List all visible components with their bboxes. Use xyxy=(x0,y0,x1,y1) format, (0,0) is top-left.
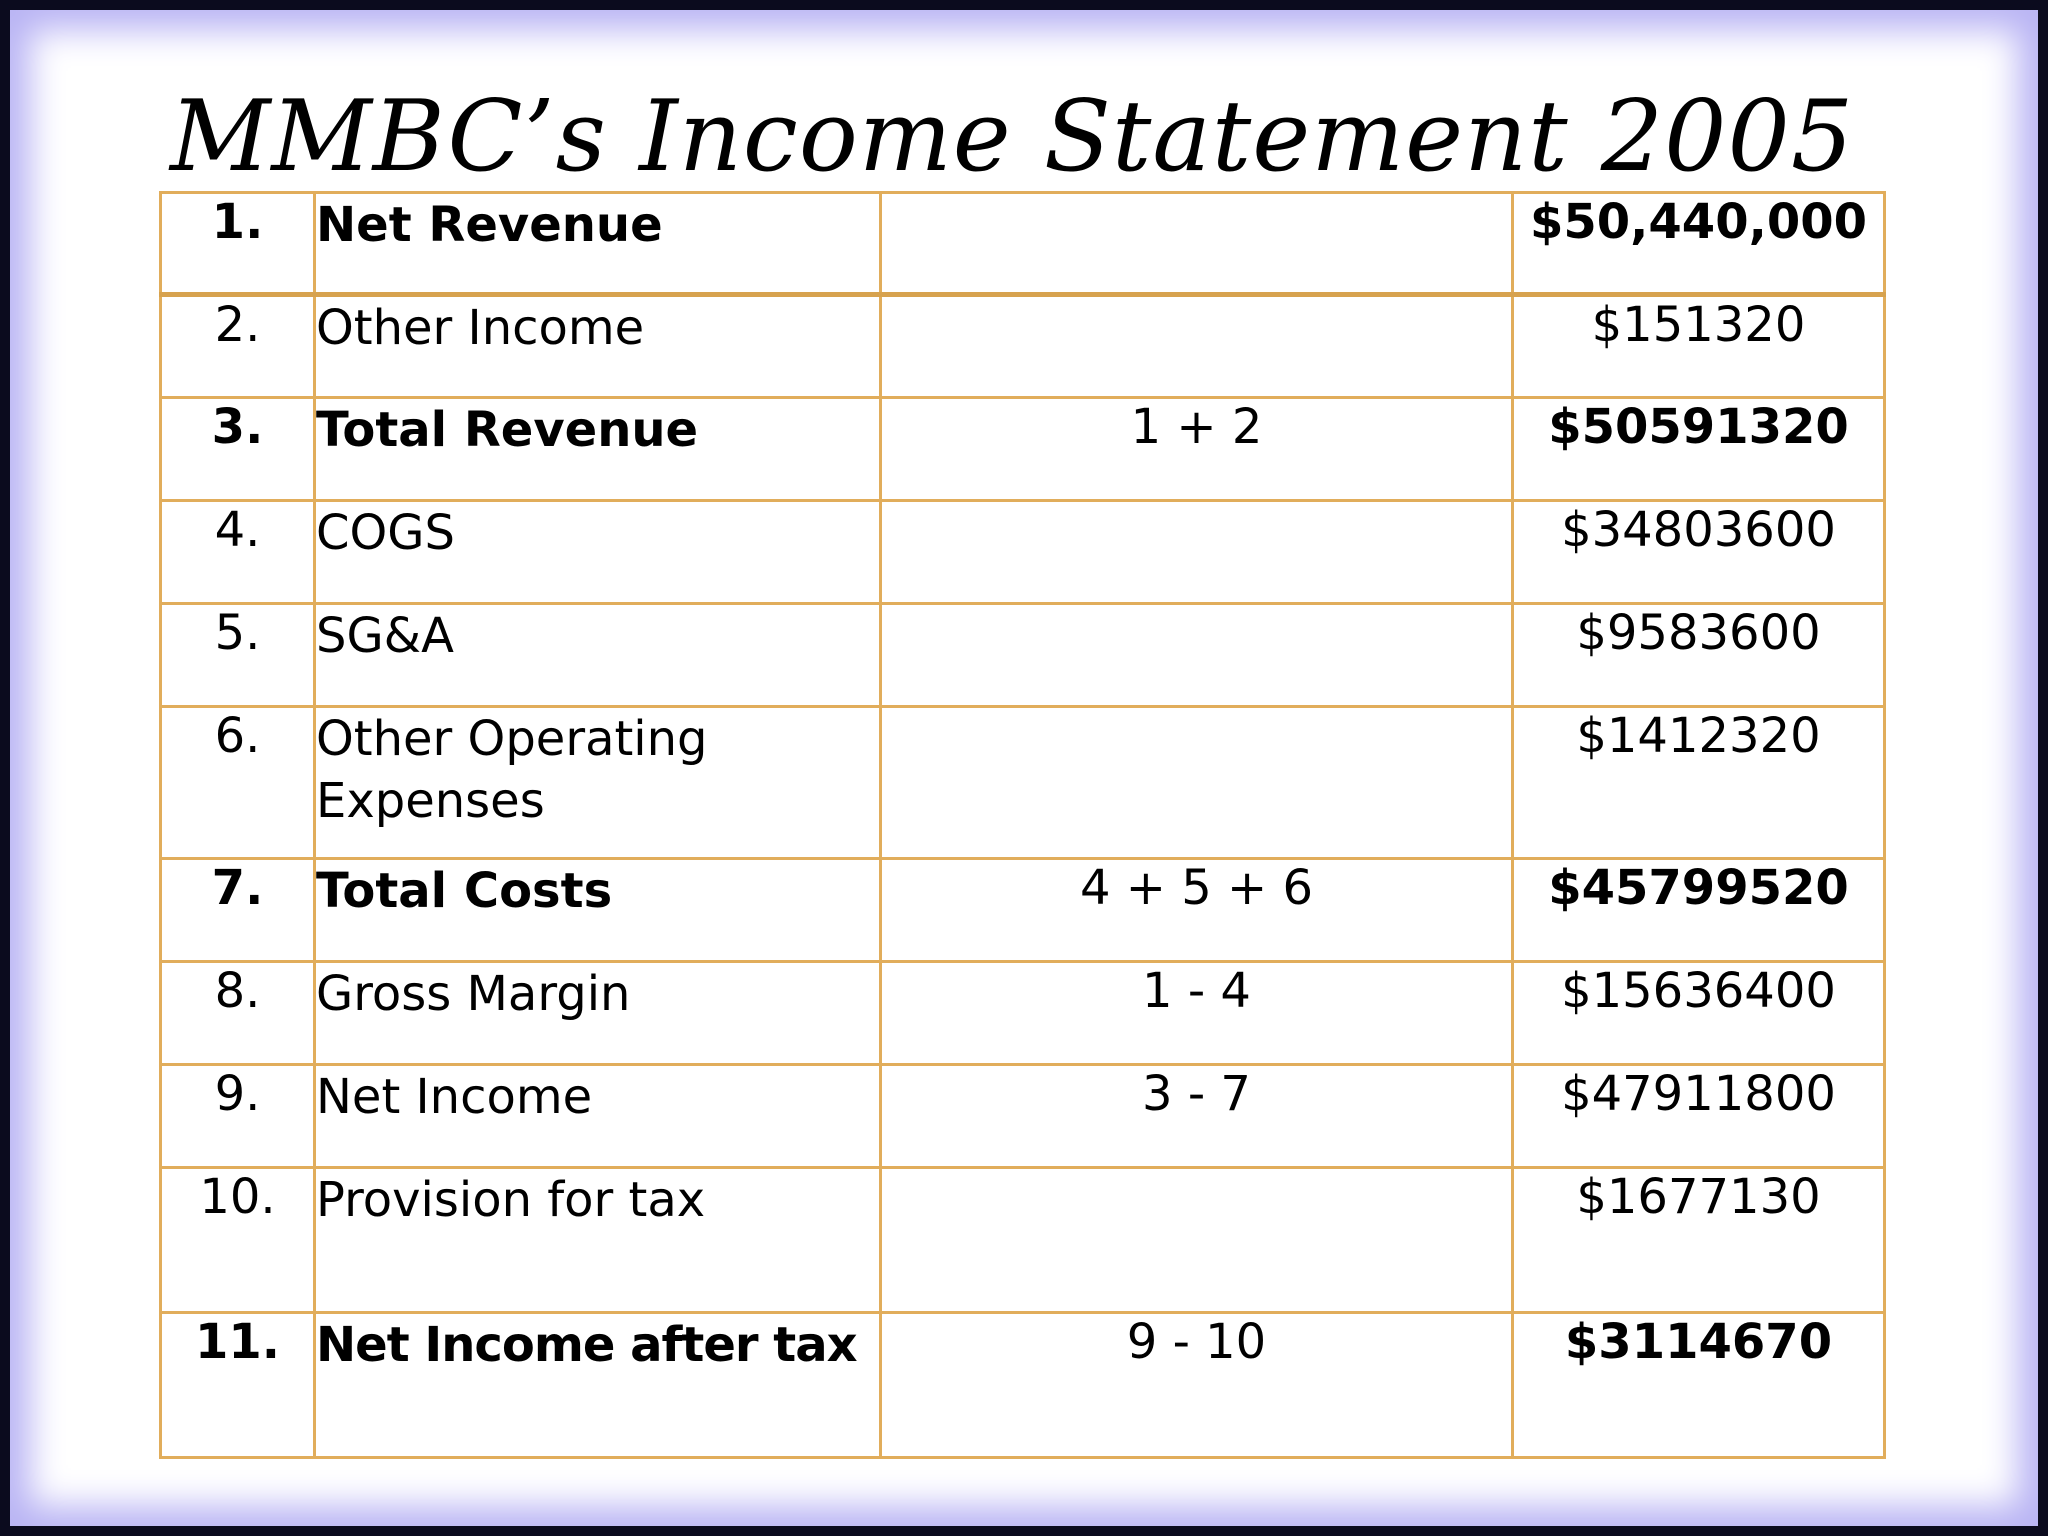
row-amount: $45799520 xyxy=(1511,857,1886,963)
row-formula xyxy=(879,293,1514,399)
row-formula: 3 - 7 xyxy=(879,1063,1514,1169)
row-label: COGS xyxy=(313,499,882,605)
row-formula xyxy=(879,705,1514,860)
row-label: SG&A xyxy=(313,602,882,708)
row-formula xyxy=(879,191,1514,297)
row-label: Provision for tax xyxy=(313,1166,882,1314)
row-label: Other Operating Expenses xyxy=(313,705,882,860)
row-amount: $1412320 xyxy=(1511,705,1886,860)
row-label: Total Costs xyxy=(313,857,882,963)
income-statement-table: 1. Net Revenue $50,440,000 2. Other Inco… xyxy=(159,191,1886,1459)
slide: MMBC’s Income Statement 2005 1. Net Reve… xyxy=(10,10,2038,1526)
row-formula xyxy=(879,499,1514,605)
table-row: 1. Net Revenue $50,440,000 xyxy=(159,191,1886,297)
row-label: Gross Margin xyxy=(313,960,882,1066)
row-number: 6. xyxy=(159,705,316,860)
row-number: 9. xyxy=(159,1063,316,1169)
row-amount: $1677130 xyxy=(1511,1166,1886,1314)
row-label: Net Revenue xyxy=(313,191,882,297)
row-amount: $9583600 xyxy=(1511,602,1886,708)
row-amount: $47911800 xyxy=(1511,1063,1886,1169)
table-row: 4. COGS $34803600 xyxy=(159,499,1886,605)
row-amount: $151320 xyxy=(1511,293,1886,399)
row-label: Net Income xyxy=(313,1063,882,1169)
row-label: Other Income xyxy=(313,293,882,399)
row-amount: $34803600 xyxy=(1511,499,1886,605)
row-formula: 9 - 10 xyxy=(879,1311,1514,1459)
row-formula xyxy=(879,602,1514,708)
page-title: MMBC’s Income Statement 2005 xyxy=(170,80,1855,194)
row-amount: $15636400 xyxy=(1511,960,1886,1066)
row-number: 3. xyxy=(159,396,316,502)
row-formula: 4 + 5 + 6 xyxy=(879,857,1514,963)
row-number: 2. xyxy=(159,293,316,399)
row-number: 7. xyxy=(159,857,316,963)
table-row: 9. Net Income 3 - 7 $47911800 xyxy=(159,1063,1886,1169)
table-row: 3. Total Revenue 1 + 2 $50591320 xyxy=(159,396,1886,502)
row-formula: 1 + 2 xyxy=(879,396,1514,502)
row-number: 1. xyxy=(159,191,316,297)
row-formula: 1 - 4 xyxy=(879,960,1514,1066)
row-amount: $50591320 xyxy=(1511,396,1886,502)
table-row: 11. Net Income after tax 9 - 10 $3114670 xyxy=(159,1311,1886,1459)
table-row: 8. Gross Margin 1 - 4 $15636400 xyxy=(159,960,1886,1066)
row-amount: $50,440,000 xyxy=(1511,191,1886,297)
row-formula xyxy=(879,1166,1514,1314)
row-label: Total Revenue xyxy=(313,396,882,502)
row-label: Net Income after tax xyxy=(313,1311,882,1459)
table-row: 6. Other Operating Expenses $1412320 xyxy=(159,705,1886,860)
table-row: 7. Total Costs 4 + 5 + 6 $45799520 xyxy=(159,857,1886,963)
row-number: 11. xyxy=(159,1311,316,1459)
table-row: 2. Other Income $151320 xyxy=(159,293,1886,399)
row-number: 5. xyxy=(159,602,316,708)
table-row: 10. Provision for tax $1677130 xyxy=(159,1166,1886,1314)
row-amount: $3114670 xyxy=(1511,1311,1886,1459)
table-row: 5. SG&A $9583600 xyxy=(159,602,1886,708)
row-number: 4. xyxy=(159,499,316,605)
row-number: 10. xyxy=(159,1166,316,1314)
row-number: 8. xyxy=(159,960,316,1066)
